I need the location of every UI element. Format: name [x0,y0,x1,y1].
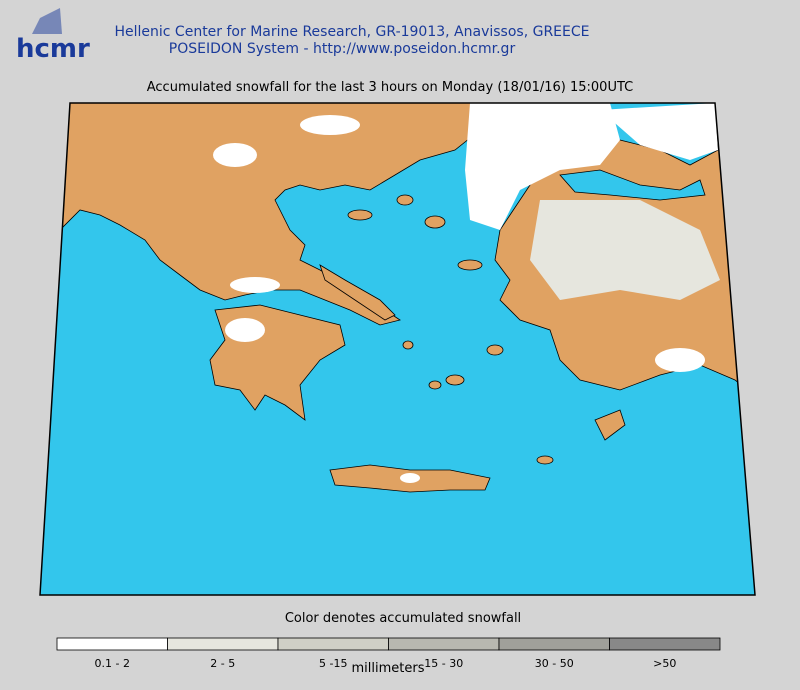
header-line: POSEIDON System - http://www.poseidon.hc… [169,41,516,57]
snow-area [230,277,280,293]
legend-label: 30 - 50 [535,657,574,670]
land [536,455,554,465]
legend-swatch [167,637,279,651]
logo: hcmr [16,34,90,64]
land [486,344,504,356]
sea [559,169,706,201]
legend-swatch [388,637,500,651]
land [457,259,483,271]
land [424,215,446,229]
map [39,102,756,596]
header-line: Hellenic Center for Marine Research, GR-… [114,24,589,40]
legend-label: >50 [653,657,676,670]
snow-area [213,143,257,167]
legend: 0.1 - 2 2 - 5 5 -15 15 - 30 30 - 50 >50 [56,637,721,670]
legend-label: 15 - 30 [424,657,463,670]
legend-label: 5 -15 [319,657,347,670]
snow-area [400,473,420,483]
land [347,209,373,221]
legend-caption: Color denotes accumulated snowfall [285,611,521,626]
land [445,374,465,386]
land [594,409,626,441]
snow-area [300,115,360,135]
land [396,194,414,206]
snow-area [600,103,718,160]
legend-swatch [277,637,389,651]
snow-area [655,348,705,372]
snow-area [530,200,720,300]
land [402,340,414,350]
snow-area [465,103,620,230]
legend-label: 2 - 5 [210,657,235,670]
legend-unit: millimeters [352,661,425,676]
logo-sail [32,8,62,34]
snow-area [225,318,265,342]
map-frame [39,102,756,596]
legend-swatch [498,637,610,651]
map-title: Accumulated snowfall for the last 3 hour… [147,80,633,95]
legend-swatch [56,637,168,651]
legend-swatch [609,637,721,651]
land [319,264,396,321]
land [428,380,442,390]
legend-label: 0.1 - 2 [95,657,130,670]
